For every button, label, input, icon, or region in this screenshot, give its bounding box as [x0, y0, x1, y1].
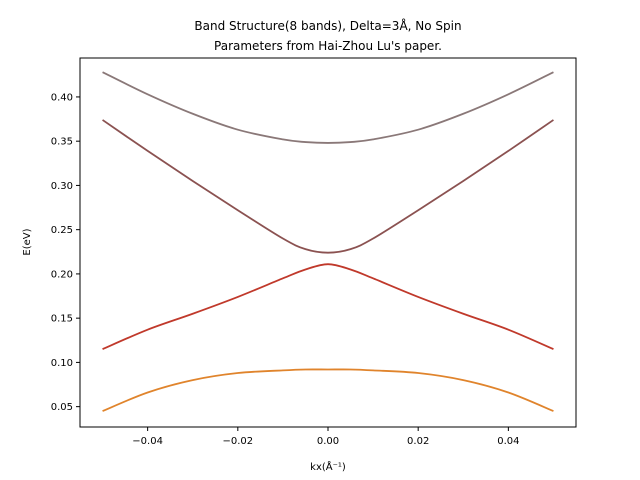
x-axis-label: kx(Å⁻¹)	[310, 460, 346, 473]
y-tick-label: 0.10	[51, 358, 73, 369]
y-tick-label: 0.30	[51, 181, 73, 192]
x-tick-label: 0.00	[317, 436, 339, 447]
chart-title-line-2: Parameters from Hai-Zhou Lu's paper.	[214, 39, 442, 53]
x-axis-ticks: −0.04 −0.02 0.00 0.02 0.04	[132, 427, 519, 447]
y-tick-label: 0.05	[51, 402, 73, 413]
x-tick-label: 0.02	[407, 436, 429, 447]
y-tick-label: 0.35	[51, 137, 73, 148]
chart-title-line-1: Band Structure(8 bands), Delta=3Å, No Sp…	[194, 18, 461, 33]
y-tick-label: 0.40	[51, 92, 73, 103]
y-tick-label: 0.15	[51, 314, 73, 325]
y-axis-ticks: 0.05 0.10 0.15 0.20 0.25 0.30 0.35 0.40	[51, 92, 80, 413]
x-tick-label: −0.04	[132, 436, 163, 447]
plot-frame	[79, 57, 577, 428]
series-lines	[102, 71, 554, 412]
series-line-2	[102, 263, 554, 350]
x-tick-label: 0.04	[497, 436, 519, 447]
series-line-3	[102, 119, 554, 254]
series-line-4	[102, 71, 554, 144]
series-line-1	[102, 368, 554, 412]
y-tick-label: 0.25	[51, 225, 73, 236]
x-tick-label: −0.02	[222, 436, 253, 447]
y-axis-label: E(eV)	[22, 228, 33, 255]
y-tick-label: 0.20	[51, 269, 73, 280]
